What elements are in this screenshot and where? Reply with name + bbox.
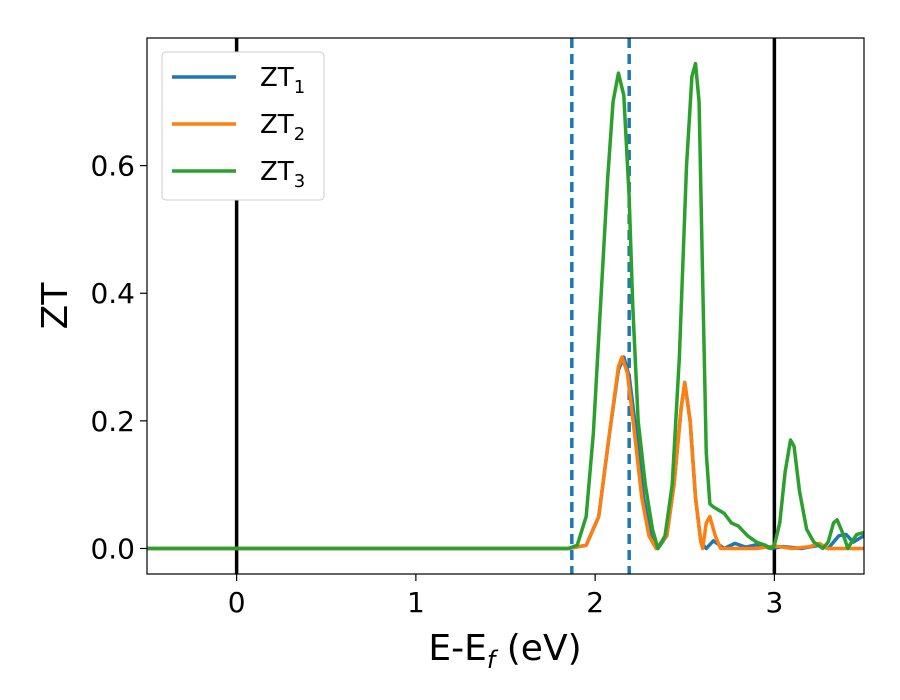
plot-frame <box>146 37 865 575</box>
y-axis-ticks: 0.0 0.2 0.4 0.6 <box>90 150 147 565</box>
x-axis-label-main: E-E <box>428 628 486 669</box>
x-axis-label-unit: (eV) <box>495 628 581 669</box>
series-line-zt2 <box>147 355 864 551</box>
y-tick-label: 0.4 <box>90 277 135 310</box>
legend-label-zt3: ZT3 <box>260 157 305 192</box>
y-tick-label: 0.6 <box>90 150 135 183</box>
series-lines <box>147 61 864 551</box>
series-line-zt1 <box>147 355 864 551</box>
y-tick-label: 0.0 <box>90 532 135 565</box>
x-tick-label: 2 <box>586 586 604 619</box>
x-axis-ticks: 0 1 2 3 <box>228 574 783 619</box>
x-tick-label: 0 <box>228 586 246 619</box>
legend-label-zt1: ZT1 <box>260 63 305 98</box>
y-axis-label: ZT <box>35 282 76 330</box>
x-tick-label: 1 <box>407 586 425 619</box>
legend: ZT1 ZT2 ZT3 <box>161 51 325 201</box>
y-tick-label: 0.2 <box>90 405 135 438</box>
x-tick-label: 3 <box>765 586 783 619</box>
x-axis-label: E-Ef (eV) <box>428 628 581 674</box>
legend-box <box>161 51 325 201</box>
series-line-zt3 <box>147 61 864 551</box>
legend-label-zt2: ZT2 <box>260 110 305 145</box>
